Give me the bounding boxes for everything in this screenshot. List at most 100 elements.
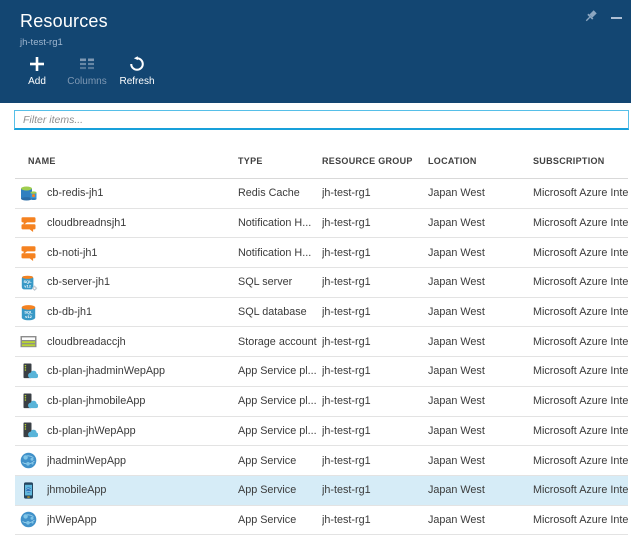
resource-name: jhWepApp xyxy=(47,513,97,526)
page-subtitle: jh-test-rg1 xyxy=(20,37,63,48)
plus-icon xyxy=(29,55,45,73)
minimize-icon[interactable] xyxy=(607,7,625,25)
resource-type: Storage account xyxy=(238,335,317,348)
svg-text:v12: v12 xyxy=(25,313,32,318)
svg-text:v12: v12 xyxy=(24,284,31,289)
column-header-name: NAME xyxy=(28,155,56,166)
resource-group: jh-test-rg1 xyxy=(322,395,371,408)
table-row[interactable]: cloudbreadnsjh1 Notification H... jh-tes… xyxy=(15,209,628,239)
column-header-type: TYPE xyxy=(238,155,263,166)
resource-group: jh-test-rg1 xyxy=(322,365,371,378)
resource-name-cell: cb-plan-jhmobileApp xyxy=(15,392,238,411)
resource-group: jh-test-rg1 xyxy=(322,513,371,526)
resource-location: Japan West xyxy=(428,335,485,348)
resource-name-cell: jhadminWepApp xyxy=(15,451,238,470)
table-row[interactable]: cb-noti-jh1 Notification H... jh-test-rg… xyxy=(15,238,628,269)
web-app-icon xyxy=(19,451,38,470)
resource-name: cloudbreadaccjh xyxy=(47,335,126,348)
svg-text:SQL: SQL xyxy=(24,309,33,314)
notification-hub-icon xyxy=(19,214,38,233)
columns-button[interactable]: Columns xyxy=(62,55,112,87)
app-service-plan-icon xyxy=(19,362,38,381)
resource-location: Japan West xyxy=(428,395,485,408)
table-row[interactable]: cloudbreadaccjh Storage account jh-test-… xyxy=(15,327,628,358)
resource-subscription: Microsoft Azure Inte... xyxy=(533,246,628,259)
resource-subscription: Microsoft Azure Inte... xyxy=(533,424,628,437)
pin-icon[interactable] xyxy=(581,7,599,25)
table-row[interactable]: cb-plan-jhmobileApp App Service pl... jh… xyxy=(15,387,628,417)
svg-text:SQL: SQL xyxy=(23,279,32,284)
resource-name-cell: SQL v12 cb-db-jh1 xyxy=(15,303,238,322)
add-button[interactable]: Add xyxy=(12,55,62,87)
table-row[interactable]: jhmobileApp App Service jh-test-rg1 Japa… xyxy=(15,475,628,506)
resource-name-cell: cloudbreadnsjh1 xyxy=(15,214,238,233)
resource-name: cb-plan-jhmobileApp xyxy=(47,395,146,408)
resource-group: jh-test-rg1 xyxy=(322,454,371,467)
resource-group: jh-test-rg1 xyxy=(322,306,371,319)
resource-location: Japan West xyxy=(428,187,485,200)
column-header-subscription: SUBSCRIPTION xyxy=(533,155,605,166)
resource-subscription: Microsoft Azure Inte... xyxy=(533,513,628,526)
filter-input[interactable] xyxy=(14,110,629,130)
add-button-label: Add xyxy=(28,76,46,87)
resource-subscription: Microsoft Azure Inte... xyxy=(533,217,628,230)
table-row[interactable]: cb-plan-jhWepApp App Service pl... jh-te… xyxy=(15,417,628,447)
columns-icon xyxy=(79,55,95,73)
resource-subscription: Microsoft Azure Inte... xyxy=(533,484,628,497)
resource-name: cb-db-jh1 xyxy=(47,306,93,319)
resource-name-cell: cb-noti-jh1 xyxy=(15,243,238,262)
column-header-resource-group: RESOURCE GROUP xyxy=(322,155,413,166)
table-row[interactable]: SQL v12 cb-server-jh1 SQL server jh-test-… xyxy=(15,268,628,298)
resource-location: Japan West xyxy=(428,454,485,467)
resource-type: App Service pl... xyxy=(238,424,317,437)
window-controls xyxy=(581,7,625,25)
sql-server-icon: SQL v12 xyxy=(19,273,38,292)
table-row[interactable]: SQL v12 cb-db-jh1 SQL database jh-test-rg… xyxy=(15,298,628,328)
resource-type: App Service pl... xyxy=(238,365,317,378)
resource-name: cloudbreadnsjh1 xyxy=(47,217,127,230)
resource-table: NAME TYPE RESOURCE GROUP LOCATION SUBSCR… xyxy=(15,143,628,536)
resource-name-cell: jhmobileApp xyxy=(15,481,238,500)
resource-group: jh-test-rg1 xyxy=(322,246,371,259)
column-header-location: LOCATION xyxy=(428,155,477,166)
resource-type: App Service xyxy=(238,513,297,526)
resource-table-body: cb-redis-jh1 Redis Cache jh-test-rg1 Jap… xyxy=(15,179,628,536)
resource-type: App Service xyxy=(238,484,297,497)
table-row[interactable]: cb-redis-jh1 Redis Cache jh-test-rg1 Jap… xyxy=(15,179,628,209)
resource-name-cell: cloudbreadaccjh xyxy=(15,332,238,351)
table-row[interactable]: cb-plan-jhadminWepApp App Service pl... … xyxy=(15,357,628,387)
resource-type: App Service pl... xyxy=(238,395,317,408)
resource-subscription: Microsoft Azure Inte... xyxy=(533,187,628,200)
resource-group: jh-test-rg1 xyxy=(322,335,371,348)
columns-button-label: Columns xyxy=(67,76,107,87)
web-app-icon xyxy=(19,510,38,529)
resource-location: Japan West xyxy=(428,217,485,230)
table-row[interactable]: jhWepApp App Service jh-test-rg1 Japan W… xyxy=(15,506,628,536)
page-title: Resources xyxy=(20,11,108,31)
resource-location: Japan West xyxy=(428,246,485,259)
resource-subscription: Microsoft Azure Inte... xyxy=(533,276,628,289)
resource-location: Japan West xyxy=(428,424,485,437)
resource-type: Redis Cache xyxy=(238,187,300,200)
resource-subscription: Microsoft Azure Inte... xyxy=(533,395,628,408)
storage-account-icon xyxy=(19,332,38,351)
sql-database-icon: SQL v12 xyxy=(19,303,38,322)
toolbar: Add Columns Refresh xyxy=(12,55,162,87)
notification-hub-icon xyxy=(19,243,38,262)
resource-location: Japan West xyxy=(428,365,485,378)
resource-group: jh-test-rg1 xyxy=(322,276,371,289)
app-service-plan-icon xyxy=(19,421,38,440)
table-row[interactable]: jhadminWepApp App Service jh-test-rg1 Ja… xyxy=(15,446,628,476)
resource-name: cb-redis-jh1 xyxy=(47,187,104,200)
resource-name-cell: cb-plan-jhadminWepApp xyxy=(15,362,238,381)
refresh-button-label: Refresh xyxy=(119,76,155,87)
resource-location: Japan West xyxy=(428,276,485,289)
resource-subscription: Microsoft Azure Inte... xyxy=(533,454,628,467)
resource-name-cell: cb-redis-jh1 xyxy=(15,184,238,203)
resource-group: jh-test-rg1 xyxy=(322,484,371,497)
resource-name-cell: cb-plan-jhWepApp xyxy=(15,421,238,440)
resource-subscription: Microsoft Azure Inte... xyxy=(533,335,628,348)
refresh-button[interactable]: Refresh xyxy=(112,55,162,87)
mobile-app-icon xyxy=(19,481,38,500)
resource-subscription: Microsoft Azure Inte... xyxy=(533,365,628,378)
